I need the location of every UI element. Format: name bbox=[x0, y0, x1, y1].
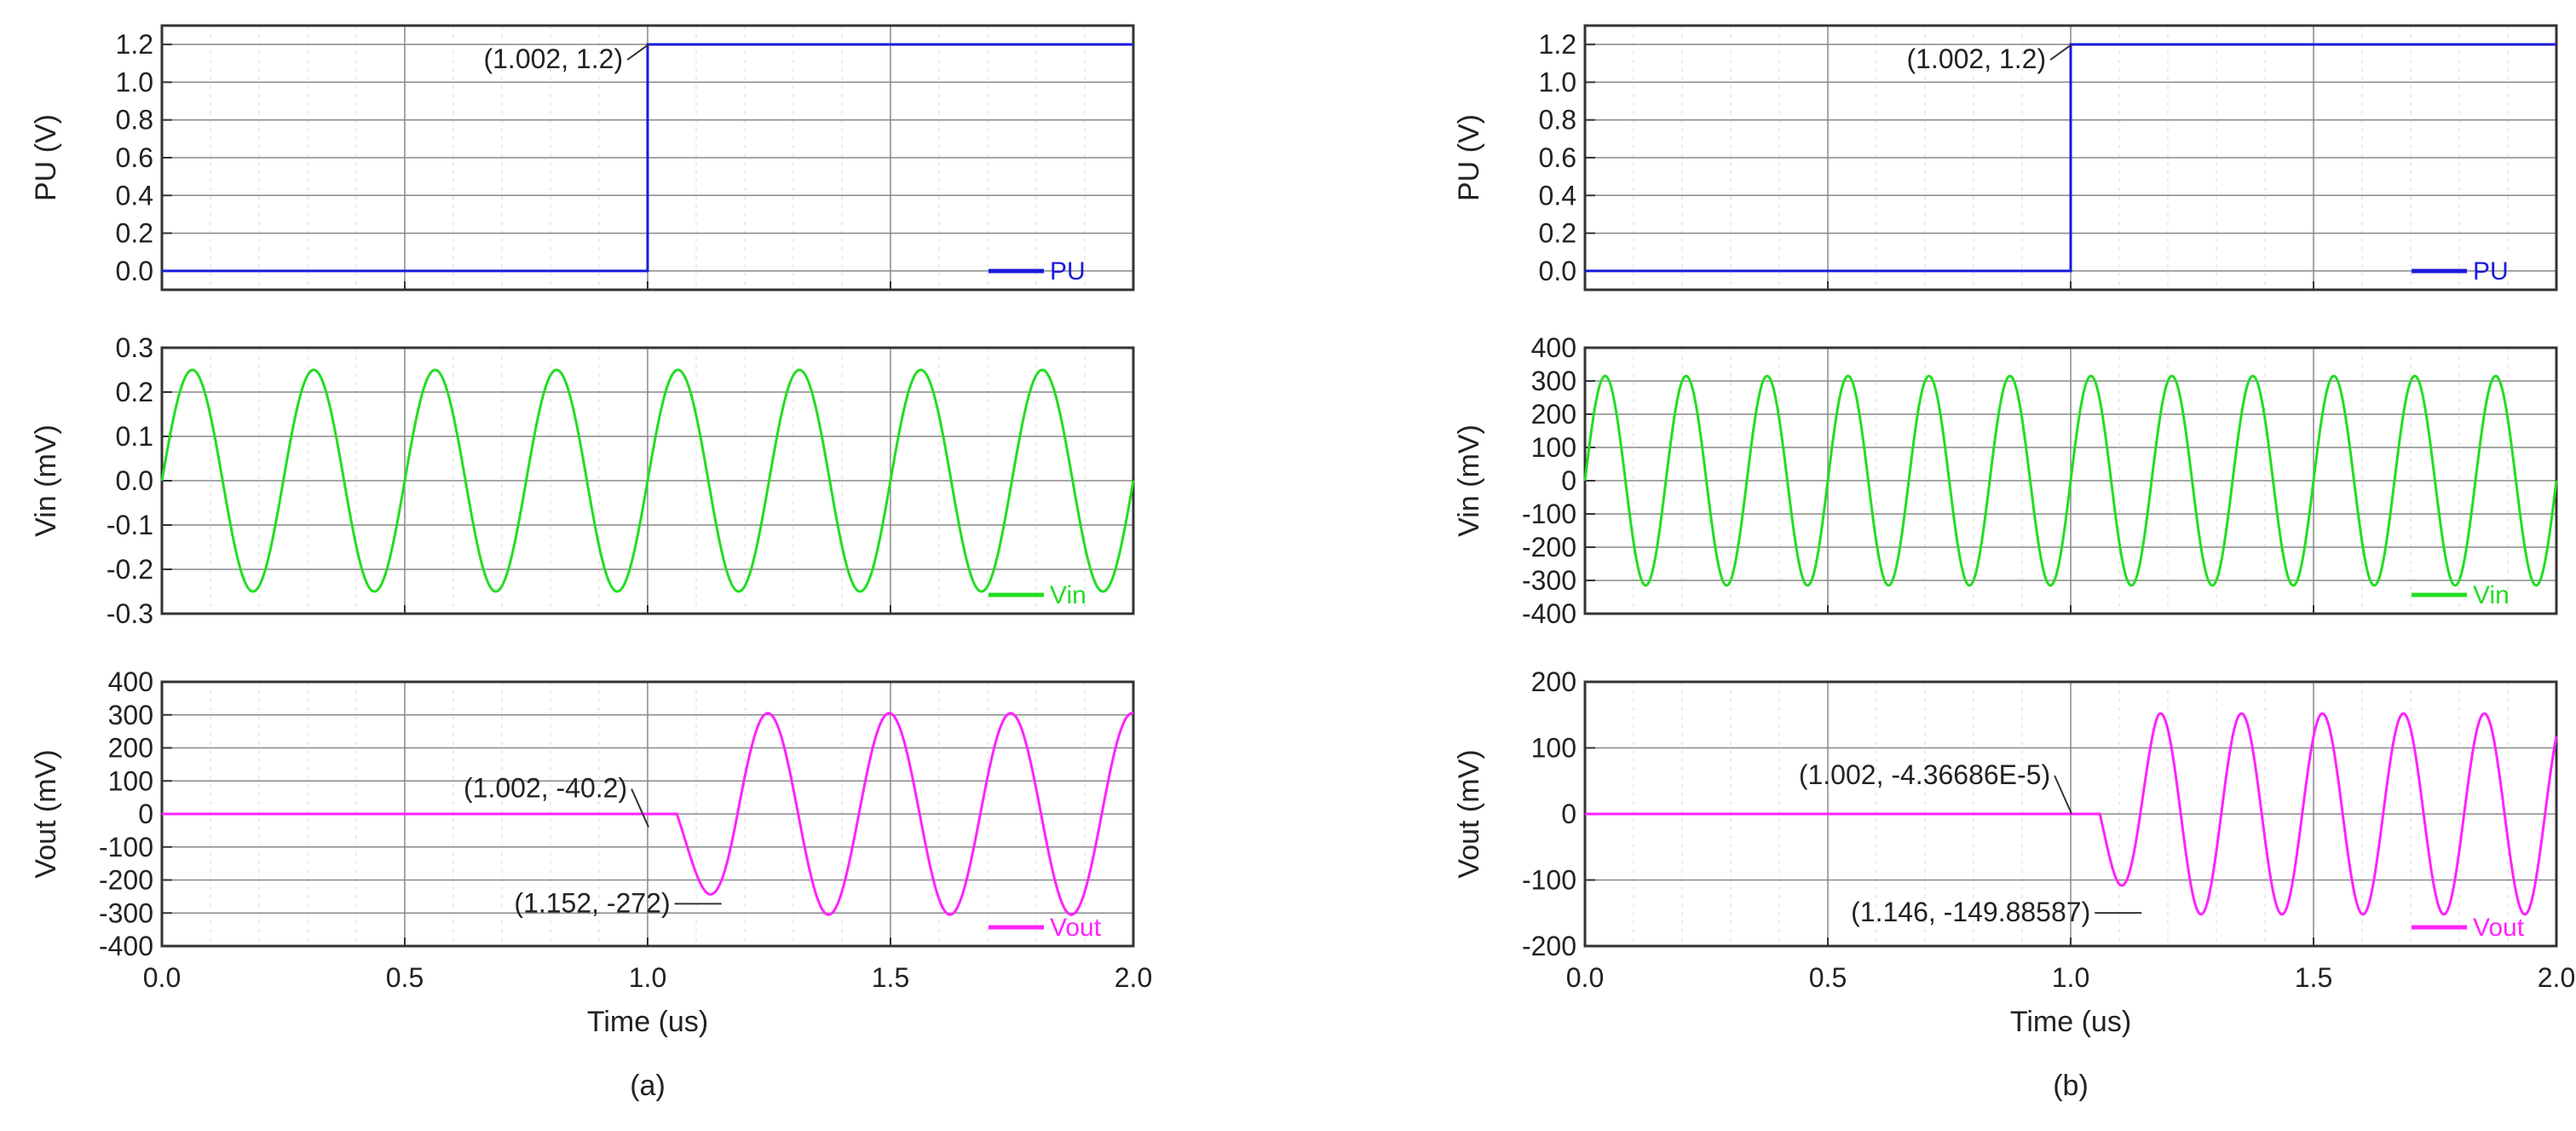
y-tick-label: 1.2 bbox=[1539, 29, 1576, 60]
subplot-pu: 0.0 0.2 0.4 0.6 0.8 1.0 1.2 PU (V) PU (1.002, 1.2… bbox=[1453, 24, 2558, 291]
y-tick-label: 0.0 bbox=[116, 256, 153, 286]
legend-label: Vout bbox=[2473, 914, 2525, 942]
annotation-label: (1.002, 1.2) bbox=[483, 43, 623, 74]
y-tick-label: 0.0 bbox=[116, 465, 153, 496]
legend-label: Vin bbox=[2473, 581, 2510, 609]
y-tick-label: 100 bbox=[1531, 432, 1576, 463]
plot-frame bbox=[1583, 24, 2558, 291]
y-tick-label: 0.6 bbox=[116, 142, 153, 173]
x-tick-label: 0.5 bbox=[1809, 962, 1847, 993]
legend-label: PU bbox=[2473, 257, 2509, 286]
x-tick-label: 0.5 bbox=[386, 962, 424, 993]
panel-a: 0.0 0.2 0.4 0.6 0.8 1.0 1.2 PU (V) PU (1.002, 1.2… bbox=[30, 24, 1152, 1102]
panel-b: 0.0 0.2 0.4 0.6 0.8 1.0 1.2 PU (V) PU (1.002, 1.2… bbox=[1453, 24, 2575, 1102]
annotation-leader bbox=[626, 43, 649, 61]
y-tick-label: -0.2 bbox=[107, 554, 153, 585]
y-tick-label: 0.2 bbox=[116, 377, 153, 407]
series-line-vin bbox=[1583, 374, 2558, 587]
panel-caption: (a) bbox=[630, 1070, 666, 1102]
y-tick-label: 0.1 bbox=[116, 421, 153, 452]
y-tick-label: -400 bbox=[99, 931, 153, 961]
y-tick-label: -100 bbox=[99, 832, 153, 863]
panel-caption: (b) bbox=[2053, 1070, 2089, 1102]
y-tick-label: -300 bbox=[1522, 565, 1576, 596]
x-tick-label: 1.0 bbox=[2052, 962, 2089, 993]
y-tick-label: 0.0 bbox=[1539, 256, 1576, 286]
y-tick-label: 100 bbox=[1531, 733, 1576, 764]
y-tick-label: 100 bbox=[108, 765, 153, 796]
y-tick-label: -0.1 bbox=[107, 510, 153, 540]
y-tick-label: 0.3 bbox=[116, 332, 153, 363]
annotation-label: (1.002, 1.2) bbox=[1906, 43, 2046, 74]
series-line-pu bbox=[162, 43, 1133, 273]
y-tick-label: 1.2 bbox=[116, 29, 153, 60]
legend-label: Vout bbox=[1050, 914, 1102, 942]
series-line-vout bbox=[162, 712, 1134, 916]
y-tick-label: -200 bbox=[99, 865, 153, 896]
y-tick-label: -100 bbox=[1522, 865, 1576, 896]
plot-frame bbox=[160, 24, 1135, 291]
y-tick-label: 0.2 bbox=[116, 218, 153, 249]
x-tick-label: 1.5 bbox=[2295, 962, 2332, 993]
y-axis-title: Vin (mV) bbox=[1453, 424, 1485, 537]
x-tick-label: 2.0 bbox=[2538, 962, 2575, 993]
y-tick-label: 400 bbox=[108, 666, 153, 697]
y-axis-title: Vin (mV) bbox=[30, 424, 62, 537]
y-axis-title: Vout (mV) bbox=[30, 749, 62, 878]
series-line-pu bbox=[1585, 43, 2556, 273]
y-tick-label: 0 bbox=[138, 799, 153, 829]
annotation-label: (1.152, -272) bbox=[514, 887, 670, 918]
y-tick-label: -200 bbox=[1522, 931, 1576, 961]
annotation-leader bbox=[631, 788, 650, 828]
annotation-leader bbox=[2049, 43, 2072, 61]
y-tick-label: -400 bbox=[1522, 598, 1576, 629]
annotation-label: (1.146, -149.88587) bbox=[1851, 897, 2090, 927]
y-tick-label: 200 bbox=[1531, 666, 1576, 697]
subplot-vout: 200 100 0 -100 -200 Vout (mV) Vout (1.002, -4.3… bbox=[1453, 666, 2575, 1038]
y-tick-label: -0.3 bbox=[107, 598, 153, 629]
subplot-pu: 0.0 0.2 0.4 0.6 0.8 1.0 1.2 PU (V) PU (1.002, 1.2… bbox=[30, 24, 1135, 291]
y-tick-label: 1.0 bbox=[1539, 66, 1576, 97]
y-tick-label: -200 bbox=[1522, 532, 1576, 563]
y-tick-label: 0.6 bbox=[1539, 142, 1576, 173]
annotation-label: (1.002, -40.2) bbox=[464, 773, 627, 804]
x-tick-label: 1.0 bbox=[629, 962, 666, 993]
y-tick-label: 200 bbox=[108, 733, 153, 764]
y-tick-label: 400 bbox=[1531, 332, 1576, 363]
x-axis-title: Time (us) bbox=[587, 1006, 708, 1038]
y-tick-label: 0.4 bbox=[116, 180, 153, 211]
subplot-vin: 0.3 0.2 0.1 0.0 -0.1 -0.2 -0.3 Vin (mV) Vin bbox=[30, 332, 1135, 629]
y-tick-label: 300 bbox=[1531, 366, 1576, 396]
annotation-label: (1.002, -4.36686E-5) bbox=[1799, 759, 2050, 790]
x-tick-label: 1.5 bbox=[872, 962, 909, 993]
y-tick-label: 0.4 bbox=[1539, 180, 1576, 211]
x-tick-label: 0.0 bbox=[143, 962, 181, 993]
y-tick-label: 0 bbox=[1561, 799, 1576, 829]
y-tick-label: 300 bbox=[108, 700, 153, 730]
legend-label: PU bbox=[1050, 257, 1086, 286]
y-tick-label: -300 bbox=[99, 897, 153, 928]
series-line-vin bbox=[160, 368, 1135, 593]
y-tick-label: 0 bbox=[1561, 465, 1576, 496]
y-axis-title: PU (V) bbox=[30, 114, 62, 201]
y-tick-label: 1.0 bbox=[116, 66, 153, 97]
y-axis-title: Vout (mV) bbox=[1453, 749, 1485, 878]
series-line-vout bbox=[1585, 712, 2558, 916]
x-tick-label: 2.0 bbox=[1115, 962, 1152, 993]
x-tick-label: 0.0 bbox=[1566, 962, 1604, 993]
y-tick-label: 0.2 bbox=[1539, 218, 1576, 249]
y-tick-label: 200 bbox=[1531, 399, 1576, 430]
y-tick-label: -100 bbox=[1522, 499, 1576, 529]
y-tick-label: 0.8 bbox=[1539, 105, 1576, 136]
y-axis-title: PU (V) bbox=[1453, 114, 1485, 201]
annotation-leader bbox=[2054, 775, 2073, 815]
legend-label: Vin bbox=[1050, 581, 1086, 609]
x-axis-title: Time (us) bbox=[2010, 1006, 2131, 1038]
y-tick-label: 0.8 bbox=[116, 105, 153, 136]
